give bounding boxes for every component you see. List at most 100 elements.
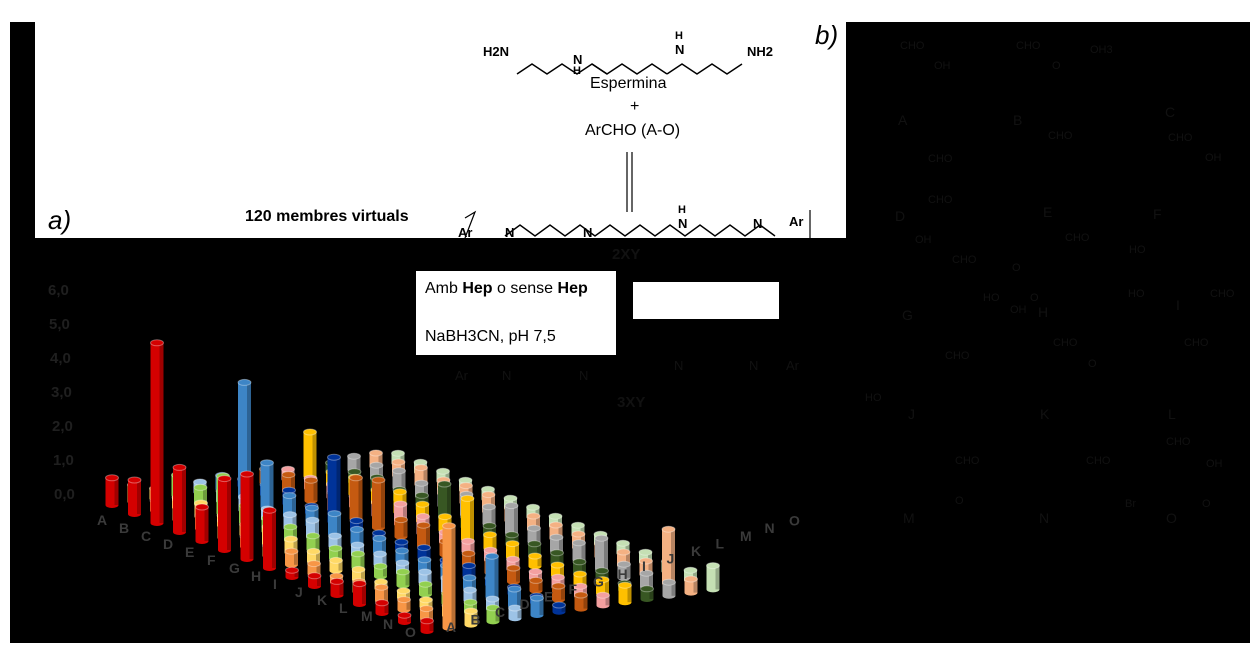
bar — [572, 539, 586, 563]
cond-hep-1: Hep — [462, 280, 493, 297]
bar — [684, 575, 698, 596]
cond-pre: Amb — [425, 280, 463, 297]
block-label-f: F — [1153, 206, 1162, 222]
scheme-n-amine-1: N — [583, 225, 593, 240]
library-subtitle: en la llibreria — [346, 238, 404, 252]
x-tick-label: K — [691, 543, 701, 559]
block-label-e: E — [1043, 204, 1053, 220]
panel-label-a: a) — [48, 205, 72, 235]
library-2xy: 2XY — [612, 246, 641, 263]
aldehyde-label: ArCHO (A-O) — [585, 122, 681, 139]
block-label-c: C — [1165, 104, 1176, 120]
bar — [105, 474, 119, 508]
reaction-scheme-panel: H2N N H N H NH2 Espermina + ArCHO (A-O) … — [35, 22, 846, 240]
bar — [662, 578, 676, 599]
frag-n-cho: CHO — [1086, 455, 1111, 467]
panel-label-b: b) — [815, 20, 839, 50]
y-tick-label: 1,0 — [53, 452, 74, 469]
x-tick-label: M — [361, 608, 373, 624]
x-tick-label: H — [618, 566, 628, 582]
x-tick-label: A — [97, 512, 107, 528]
frag-j-ho: HO — [865, 392, 882, 404]
bar — [330, 577, 344, 598]
y-tick-label: 5,0 — [49, 316, 70, 333]
x-tick-label: B — [471, 611, 481, 627]
plus-sign: + — [630, 98, 640, 115]
x-tick-label: H — [251, 568, 261, 584]
bar — [371, 476, 386, 531]
bar — [240, 470, 254, 562]
bar — [284, 547, 299, 568]
block-label-m: M — [903, 510, 915, 526]
x-tick-label: B — [119, 520, 129, 536]
bar — [530, 594, 544, 618]
frag-i-ho: HO — [1128, 288, 1145, 300]
bar — [150, 339, 164, 526]
bar — [217, 475, 232, 553]
library-subtitle-clip: en la llibreria — [96, 238, 441, 252]
bar — [528, 552, 542, 570]
scheme-3xy-n3: N — [674, 358, 684, 373]
block-label-n: N — [1039, 510, 1050, 526]
bar — [706, 562, 720, 593]
frag-k-cho: CHO — [1053, 337, 1078, 349]
frag-e-o: O — [1012, 262, 1021, 274]
bar — [396, 587, 411, 601]
bar — [596, 591, 610, 609]
block-label-d: D — [895, 208, 906, 224]
scheme-h2n: H2N — [483, 44, 510, 59]
spermine-label: Espermina — [590, 75, 667, 92]
bar — [172, 463, 187, 535]
library-3xy: 3XY — [617, 394, 646, 411]
x-tick-label: I — [273, 576, 277, 592]
bar — [551, 582, 566, 603]
x-tick-label: J — [667, 551, 675, 567]
bar — [375, 599, 389, 616]
library-title: 120 membres virtuals — [245, 208, 409, 225]
x-tick-label: F — [207, 552, 216, 568]
scheme-n-imine-2: N — [753, 216, 763, 231]
x-tick-label: L — [339, 600, 348, 616]
x-tick-label: N — [383, 616, 393, 632]
y-axis-ticks: 0,0 1,0 2,0 3,0 4,0 5,0 6,0 — [48, 282, 75, 503]
bar — [237, 378, 252, 501]
bar — [397, 596, 411, 613]
frag-c-cho: CHO — [1168, 132, 1193, 144]
spermine-structure — [464, 63, 811, 238]
conditions-reagent: NaBH3CN, pH 7,5 — [425, 328, 556, 345]
frag-b-oh3: OH3 — [1090, 44, 1113, 56]
frag-a-cho: CHO — [900, 40, 925, 52]
x-tick-label: N — [765, 520, 775, 536]
frag-g-cho: CHO — [952, 254, 977, 266]
frag-l-oh: OH — [1206, 458, 1223, 470]
bar — [307, 572, 322, 589]
cond-mid: o sense — [492, 280, 558, 297]
bar — [352, 580, 367, 607]
frag-b2-cho: CHO — [1048, 130, 1073, 142]
scheme-ar-right: Ar — [789, 214, 804, 229]
bars-group — [105, 339, 720, 634]
bar — [464, 607, 478, 628]
x-tick-label: C — [495, 604, 505, 620]
frag-e-cho: CHO — [1065, 232, 1090, 244]
frag-d-cho: CHO — [928, 194, 953, 206]
frag-a2-cho: CHO — [928, 153, 953, 165]
block-label-b: B — [1013, 112, 1023, 128]
x-tick-label: G — [229, 560, 240, 576]
scheme-n-amine-2: N — [678, 216, 688, 231]
x-tick-label: C — [141, 528, 151, 544]
block-label-i: I — [1176, 297, 1180, 313]
frag-c-oh: OH — [1205, 152, 1222, 164]
bar — [618, 581, 632, 606]
scheme-3xy-n2: N — [579, 368, 589, 383]
y-tick-label: 3,0 — [51, 384, 72, 401]
block-label-g: G — [902, 307, 913, 323]
bar — [285, 566, 299, 580]
y-tick-label: 0,0 — [54, 486, 75, 503]
scheme-n-imine-1: N — [505, 225, 515, 240]
scheme-3xy-n1: N — [502, 368, 512, 383]
bar — [127, 476, 142, 517]
x-tick-label: I — [642, 558, 646, 574]
x-tick-label: O — [789, 513, 800, 529]
scheme-h-1: H — [573, 65, 581, 77]
